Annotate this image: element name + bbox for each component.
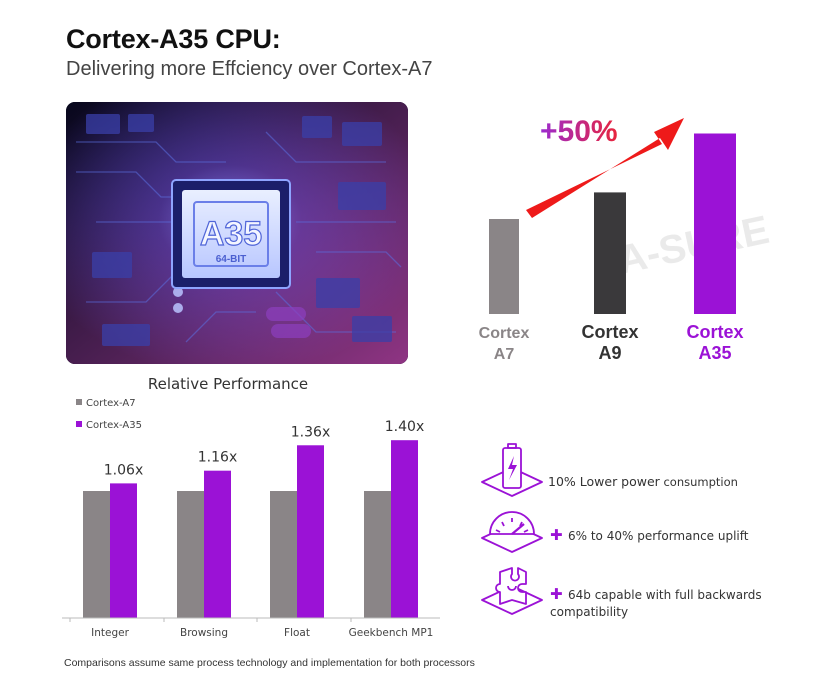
bar-cortex-a7 — [364, 491, 391, 618]
bar-cortex-a7 — [83, 491, 110, 618]
feature-1-suffix: consumption — [660, 475, 738, 489]
relative-performance-chart: Relative Performance Cortex-A7 Cortex-A35… — [62, 375, 440, 639]
bar-cortex-a35 — [204, 470, 231, 618]
page-subtitle: Delivering more Effciency over Cortex-A7 — [66, 58, 433, 80]
bar-a9 — [594, 192, 626, 314]
feature-3-text-line-2: compatibility — [550, 605, 628, 619]
feature-1-lead: 10% Lower power — [548, 474, 661, 489]
data-label: 1.16x — [198, 450, 237, 466]
chip-sublabel: 64-BIT — [216, 254, 247, 265]
x-tick-label: Geekbench MP1 — [349, 627, 434, 639]
category-label: A35 — [698, 343, 731, 363]
legend-swatch — [76, 399, 82, 405]
speedometer-icon — [481, 511, 543, 553]
plus-icon: ✚ — [550, 585, 563, 603]
bar-cortex-a7 — [270, 491, 297, 618]
data-label: 1.40x — [385, 419, 424, 435]
bar-a35 — [694, 133, 736, 314]
plus-icon: ✚ — [550, 526, 563, 544]
bar-cortex-a35 — [297, 445, 324, 618]
growth-annotation: +50% — [540, 115, 618, 148]
category-label: Cortex — [686, 322, 743, 342]
feature-1-text: 10% Lower power consumption — [548, 474, 738, 489]
data-label: 1.06x — [104, 462, 143, 478]
bar-a7 — [489, 219, 519, 314]
x-tick-label: Integer — [91, 627, 129, 639]
feature-list: 10% Lower power consumption ✚ 6% to 40% … — [481, 443, 762, 619]
bar-cortex-a35 — [110, 483, 137, 618]
footnote: Comparisons assume same process technolo… — [64, 657, 475, 669]
chip-image: A35 64-BIT — [66, 102, 408, 364]
category-label: Cortex — [479, 325, 530, 342]
category-label: Cortex — [581, 322, 638, 342]
legend-label: Cortex-A7 — [86, 398, 136, 409]
battery-icon — [481, 443, 543, 497]
category-label: A7 — [494, 346, 515, 363]
page-title: Cortex-A35 CPU: — [66, 24, 281, 54]
watermark: A-SURE — [614, 208, 773, 283]
category-label: A9 — [598, 343, 621, 363]
bar-cortex-a7 — [177, 491, 204, 618]
bar-cortex-a35 — [391, 440, 418, 618]
legend-swatch — [76, 421, 82, 427]
x-tick-label: Browsing — [180, 627, 228, 639]
chip-label: A35 — [200, 215, 262, 253]
data-label: 1.36x — [291, 424, 330, 440]
feature-2-text: 6% to 40% performance uplift — [568, 529, 749, 543]
growth-arrow — [526, 118, 684, 218]
legend-label: Cortex-A35 — [86, 420, 142, 431]
puzzle-icon — [481, 567, 543, 615]
x-tick-label: Float — [284, 627, 310, 639]
chart-title: Relative Performance — [148, 375, 308, 393]
feature-3-text-line-1: 64b capable with full backwards — [568, 588, 762, 602]
